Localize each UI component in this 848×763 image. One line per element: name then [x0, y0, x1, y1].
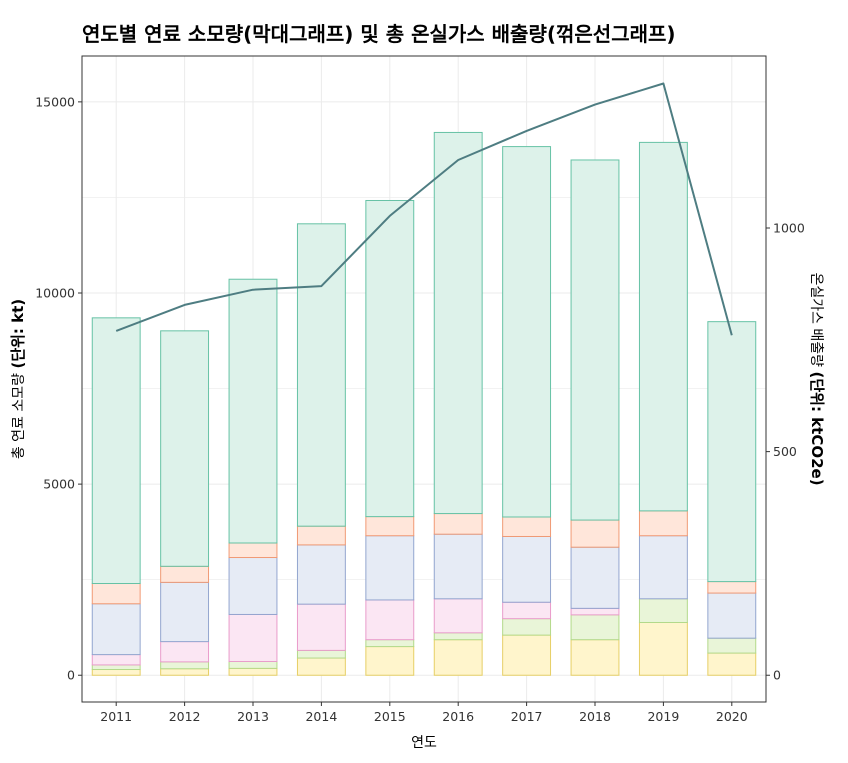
- bar-segment: [365, 199, 415, 518]
- left-y-tick-label: 10000: [35, 285, 75, 300]
- bar-segment: [228, 667, 278, 676]
- bar-segment: [502, 516, 552, 537]
- bar-segment: [707, 581, 757, 594]
- emissions-line: [115, 82, 733, 336]
- right-y-axis-title-text: 온실가스 배출량: [808, 272, 824, 371]
- bar-segment: [365, 516, 415, 537]
- bar-segment: [570, 159, 620, 521]
- bar-segment: [160, 581, 210, 643]
- x-tick-label: 2015: [374, 709, 406, 724]
- bar-segment: [160, 641, 210, 663]
- bar-segment: [638, 621, 688, 676]
- left-y-tick-label: 5000: [43, 477, 75, 492]
- right-y-axis-title: 온실가스 배출량 (단위: ktCO2e): [808, 272, 826, 485]
- bar-segment: [570, 607, 620, 616]
- right-y-tick-label: 0: [773, 668, 781, 683]
- bar-segment: [570, 519, 620, 548]
- x-axis-title: 연도: [411, 735, 437, 751]
- bar-segment: [160, 330, 210, 567]
- x-tick-label: 2019: [647, 709, 679, 724]
- bar-segment: [502, 535, 552, 603]
- right-y-tick-label: 1000: [773, 221, 805, 236]
- bar-segment: [638, 598, 688, 623]
- bar-segment: [707, 637, 757, 654]
- bar-segment: [502, 634, 552, 676]
- bar-segment: [296, 657, 346, 676]
- bar-segment: [365, 646, 415, 676]
- bar-segment: [365, 535, 415, 601]
- bar-segment: [160, 661, 210, 670]
- bar-segment: [638, 535, 688, 600]
- x-tick-label: 2013: [237, 709, 269, 724]
- bar-segment: [502, 618, 552, 636]
- bar-segment: [570, 614, 620, 641]
- bar-stacks: [91, 131, 757, 676]
- bar-segment: [228, 660, 278, 669]
- bar-segment: [228, 613, 278, 662]
- x-tick-label: 2016: [442, 709, 474, 724]
- right-y-axis: 0 500 1000: [766, 221, 805, 683]
- bar-segment: [570, 639, 620, 676]
- bar-segment: [707, 592, 757, 639]
- bar-segment: [228, 557, 278, 615]
- x-tick-label: 2020: [716, 709, 748, 724]
- bar-segment: [433, 131, 483, 515]
- x-tick-label: 2012: [169, 709, 201, 724]
- bar-segment: [91, 317, 141, 585]
- bar-segment: [433, 598, 483, 634]
- left-y-axis-title-text: 총 연료 소모량: [11, 369, 27, 460]
- x-tick-label: 2011: [100, 709, 132, 724]
- bar-segment: [365, 639, 415, 648]
- bar-segment: [296, 603, 346, 651]
- bar-segment: [296, 544, 346, 605]
- left-y-tick-label: 15000: [35, 94, 75, 109]
- chart-title: 연도별 연료 소모량(막대그래프) 및 총 온실가스 배출량(꺾은선그래프): [82, 22, 676, 46]
- bar-segment: [296, 649, 346, 659]
- bar-segment: [638, 510, 688, 537]
- bar-segment: [433, 533, 483, 600]
- bar-segment: [228, 542, 278, 559]
- bar-segment: [433, 632, 483, 641]
- bar-segment: [296, 525, 346, 546]
- bar-segment: [570, 546, 620, 609]
- x-axis: 2011 2012 2013 2014 2015 2016 2017 2018 2019 2020: [100, 702, 748, 724]
- bar-segment: [296, 223, 346, 527]
- bar-segment: [91, 654, 141, 666]
- bar-segment: [638, 141, 688, 512]
- left-y-axis: 0 5000 10000 15000: [35, 94, 82, 683]
- bar-segment: [502, 601, 552, 620]
- bar-segment: [707, 321, 757, 583]
- bar-segment: [707, 652, 757, 676]
- bar-segment: [91, 664, 141, 671]
- right-y-tick-label: 500: [773, 444, 797, 459]
- x-tick-label: 2014: [305, 709, 337, 724]
- x-tick-label: 2017: [511, 709, 543, 724]
- bar-segment: [433, 513, 483, 535]
- left-y-tick-label: 0: [67, 668, 75, 683]
- bar-segment: [502, 146, 552, 518]
- left-y-axis-title-unit: (단위: kt): [9, 299, 27, 369]
- emissions-line-layer: [115, 82, 733, 336]
- bar-segment: [433, 639, 483, 676]
- bar-segment: [160, 565, 210, 583]
- right-y-axis-title-unit: (단위: ktCO2e): [808, 372, 826, 486]
- bar-segment: [91, 583, 141, 605]
- bar-segment: [91, 669, 141, 676]
- bar-segment: [228, 278, 278, 544]
- x-tick-label: 2018: [579, 709, 611, 724]
- bar-segment: [91, 603, 141, 656]
- bar-segment: [365, 599, 415, 641]
- left-y-axis-title: 총 연료 소모량 (단위: kt): [9, 299, 27, 459]
- plot-border: [81, 55, 767, 703]
- bar-segment: [160, 668, 210, 676]
